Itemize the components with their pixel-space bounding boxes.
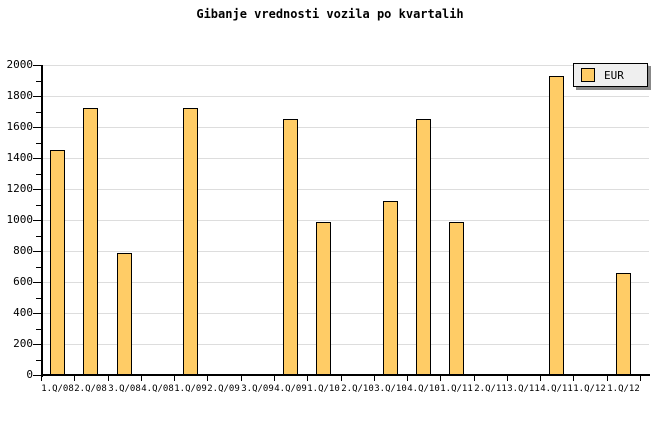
gridline-y-2000 [43,65,649,66]
legend-swatch-icon [581,68,595,82]
y-axis-label-1000: 1000 [6,213,34,226]
y-axis-label-1600: 1600 [6,120,34,133]
y-major-tick-600 [33,282,41,283]
bar-3.Q/10-10 [383,201,398,376]
x-axis-label-0: 1.Q/08 [41,384,74,394]
x-tick-9 [341,376,342,381]
x-axis-label-4: 1.Q/09 [174,384,207,394]
y-axis-label-400: 400 [13,306,33,319]
gridline-y-400 [43,313,649,314]
bar-1.Q/12-17 [616,273,631,376]
x-tick-0 [41,376,42,381]
x-axis-label-10: 3.Q/10 [374,384,407,394]
bar-4.Q/11-15 [549,76,564,376]
chart-title: Gibanje vrednosti vozila po kvartalih [196,7,464,21]
x-tick-17 [607,376,608,381]
legend: EUR [573,63,648,87]
y-axis-label-800: 800 [13,244,33,257]
y-major-tick-200 [33,344,41,345]
bar-3.Q/08-2 [117,253,132,376]
y-major-tick-1200 [33,189,41,190]
bar-4.Q/09-7 [283,119,298,376]
x-axis-label-2: 3.Q/08 [108,384,141,394]
y-major-tick-400 [33,313,41,314]
x-axis-label-13: 2.Q/11 [474,384,507,394]
bar-2.Q/08-1 [83,108,98,376]
x-tick-13 [474,376,475,381]
y-axis-label-2000: 2000 [6,58,34,71]
x-tick-16 [573,376,574,381]
gridline-y-800 [43,251,649,252]
y-minor-tick-100 [36,360,41,361]
y-minor-tick-1900 [36,81,41,82]
bar-4.Q/10-11 [416,119,431,376]
x-tick-15 [540,376,541,381]
y-minor-tick-300 [36,329,41,330]
x-axis-label-7: 4.Q/09 [274,384,307,394]
x-tick-14 [507,376,508,381]
x-tick-18 [640,376,641,381]
y-minor-tick-1300 [36,174,41,175]
y-axis-line [41,65,43,377]
x-axis-label-11: 4.Q/10 [407,384,440,394]
y-axis-label-1800: 1800 [6,89,34,102]
x-axis-label-5: 2.Q/09 [207,384,240,394]
y-minor-tick-1500 [36,143,41,144]
x-tick-5 [207,376,208,381]
y-minor-tick-1100 [36,205,41,206]
y-axis-label-600: 600 [13,275,33,288]
gridline-y-1600 [43,127,649,128]
x-tick-6 [241,376,242,381]
y-axis-label-0: 0 [26,368,33,381]
y-major-tick-0 [33,375,41,376]
y-axis-label-1400: 1400 [6,151,34,164]
x-tick-8 [307,376,308,381]
x-axis-label-17: 1.Q/12 [607,384,640,394]
y-minor-tick-1700 [36,112,41,113]
y-minor-tick-900 [36,236,41,237]
x-tick-2 [108,376,109,381]
x-axis-label-1: 2.Q/08 [74,384,107,394]
x-axis-label-16: 1.Q/12 [573,384,606,394]
x-axis-line [41,374,650,376]
legend-label: EUR [604,68,624,82]
x-axis-label-12: 1.Q/11 [440,384,473,394]
y-major-tick-1600 [33,127,41,128]
gridline-y-1800 [43,96,649,97]
y-major-tick-1400 [33,158,41,159]
bar-1.Q/08-0 [50,150,65,376]
gridline-y-600 [43,282,649,283]
bar-1.Q/11-12 [449,222,464,376]
x-tick-12 [440,376,441,381]
x-axis-label-15: 4.Q/11 [540,384,573,394]
y-major-tick-1800 [33,96,41,97]
y-major-tick-2000 [33,65,41,66]
x-tick-7 [274,376,275,381]
x-tick-10 [374,376,375,381]
x-axis-label-3: 4.Q/08 [141,384,174,394]
y-major-tick-800 [33,251,41,252]
bar-1.Q/10-8 [316,222,331,376]
bar-1.Q/09-4 [183,108,198,376]
gridline-y-1200 [43,189,649,190]
y-axis-label-200: 200 [13,337,33,350]
x-tick-1 [74,376,75,381]
x-axis-label-6: 3.Q/09 [241,384,274,394]
y-minor-tick-700 [36,267,41,268]
x-tick-4 [174,376,175,381]
y-major-tick-1000 [33,220,41,221]
x-axis-label-9: 2.Q/10 [341,384,374,394]
x-axis-label-14: 3.Q/11 [507,384,540,394]
x-axis-label-8: 1.Q/10 [307,384,340,394]
y-axis-label-1200: 1200 [6,182,34,195]
y-minor-tick-500 [36,298,41,299]
gridline-y-1000 [43,220,649,221]
x-tick-3 [141,376,142,381]
gridline-y-200 [43,344,649,345]
x-tick-11 [407,376,408,381]
gridline-y-1400 [43,158,649,159]
